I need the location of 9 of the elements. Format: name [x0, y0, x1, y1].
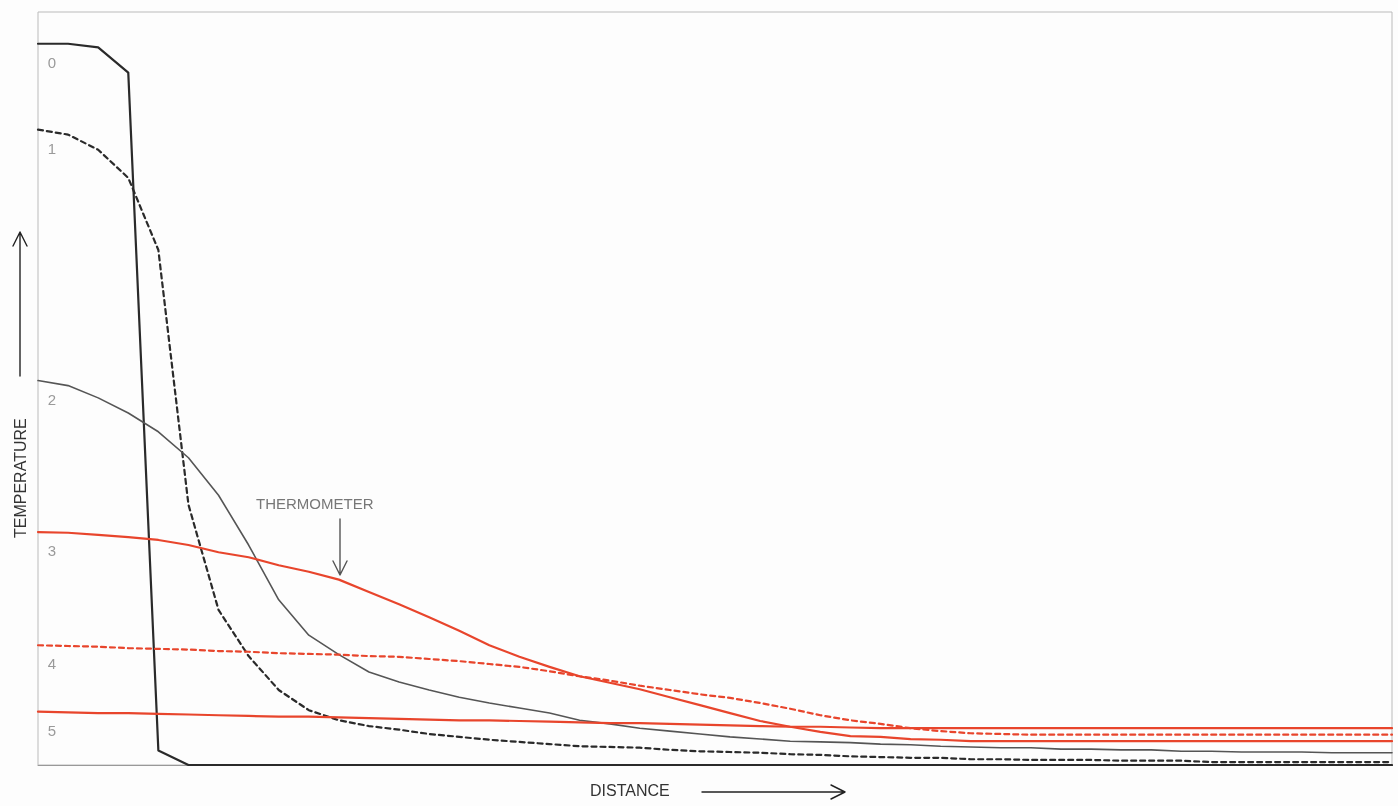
series-label: 3	[47, 542, 57, 560]
series-label: 4	[47, 655, 57, 673]
series-label: 0	[47, 53, 57, 71]
annotation: THERMOMETER	[256, 495, 374, 512]
series-label: 1	[47, 139, 57, 157]
series-label: 2	[47, 390, 57, 408]
x-axis-title: DISTANCE	[590, 781, 670, 799]
series-label: 5	[47, 721, 57, 739]
y-axis-title: TEMPERATURE	[11, 418, 29, 538]
